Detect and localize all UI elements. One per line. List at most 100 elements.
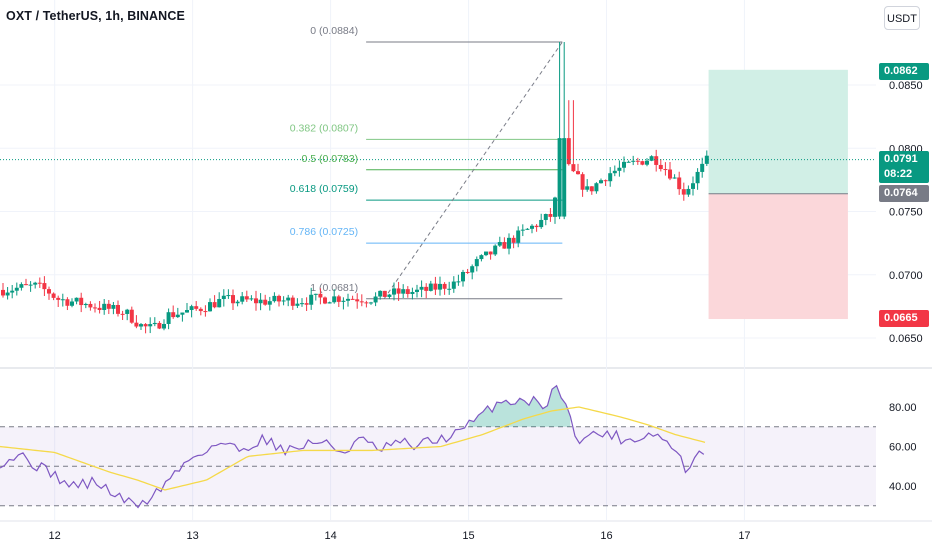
- candle-body: [401, 289, 406, 294]
- candle-body: [553, 197, 557, 217]
- candle-body: [543, 214, 548, 220]
- candle-body: [217, 299, 222, 308]
- candle-body: [37, 282, 42, 284]
- candle-body: [231, 295, 235, 304]
- candle-body: [691, 183, 695, 189]
- candle-body: [56, 297, 61, 300]
- candle-body: [249, 298, 254, 300]
- candle-body: [129, 309, 134, 323]
- candle-body: [686, 188, 691, 195]
- candle-body: [203, 311, 208, 313]
- candle-body: [79, 297, 84, 306]
- candle-body: [166, 312, 171, 324]
- currency-button[interactable]: USDT: [884, 6, 920, 30]
- candle-body: [212, 302, 217, 308]
- candle-body: [332, 296, 337, 303]
- candle-body: [428, 283, 433, 291]
- candle-body: [392, 288, 396, 295]
- time-axis-tick: 13: [187, 530, 199, 542]
- candle-body: [83, 303, 88, 306]
- price-axis-tick: 0.0850: [889, 80, 923, 92]
- candle-body: [433, 283, 438, 290]
- candle-body: [520, 229, 525, 231]
- candle-body: [277, 295, 281, 302]
- price-axis-tick: 0.0700: [889, 270, 923, 282]
- candle-body: [612, 170, 617, 174]
- candle-body: [65, 299, 70, 306]
- candle-body: [323, 297, 327, 304]
- candle-body: [336, 296, 341, 302]
- candle-body: [226, 295, 231, 297]
- stop-price-badge: 0.0665: [879, 310, 929, 327]
- target-zone[interactable]: [708, 69, 848, 194]
- candle-body: [373, 296, 378, 303]
- candle-body: [97, 307, 102, 311]
- candle-body: [557, 138, 562, 217]
- time-axis[interactable]: 12 13 14 15 16 17: [0, 520, 932, 542]
- long-position-tool[interactable]: [708, 69, 848, 320]
- candle-body: [88, 303, 93, 308]
- candle-body: [102, 303, 107, 311]
- candle-body: [139, 324, 143, 327]
- candle-body: [286, 297, 291, 301]
- candle-body: [143, 324, 148, 327]
- candle-body: [1, 289, 5, 296]
- candle-body: [295, 303, 300, 306]
- candle-body: [51, 293, 56, 298]
- target-price-badge: 0.0862: [879, 63, 929, 80]
- candle-body: [300, 303, 304, 305]
- symbol-title[interactable]: OXT / TetherUS, 1h, BINANCE: [6, 9, 185, 23]
- candle-body: [424, 286, 429, 291]
- rsi-ma-line: [0, 406, 706, 491]
- candle-body: [382, 290, 387, 297]
- candle-body: [194, 306, 199, 309]
- candle-body: [566, 138, 571, 165]
- candle-body: [47, 289, 51, 294]
- rsi-axis-tick: 60.00: [889, 442, 917, 454]
- candle-body: [42, 283, 47, 290]
- fib-retracement-tool[interactable]: 0 (0.0884) 0.382 (0.0807) 0.5 (0.0783) 0.61…: [290, 25, 563, 300]
- candle-body: [415, 289, 419, 292]
- candle-body: [663, 169, 668, 171]
- candle-body: [369, 302, 373, 304]
- candle-body: [93, 307, 97, 309]
- candle-body: [346, 298, 350, 301]
- price-axis[interactable]: 0.08500.08000.07500.07000.065080.0060.00…: [889, 80, 923, 493]
- candle-body: [396, 288, 401, 294]
- bar-countdown: 08:22: [884, 168, 913, 180]
- candle-body: [208, 302, 212, 312]
- candle-body: [152, 322, 157, 325]
- stop-zone[interactable]: [708, 193, 848, 320]
- candle-body: [120, 313, 125, 315]
- candle-body: [580, 174, 585, 190]
- candle-body: [631, 160, 636, 162]
- candle-body: [148, 324, 153, 327]
- fib-level-label: 0.5 (0.0783): [301, 153, 358, 165]
- rsi-axis-tick: 40.00: [889, 481, 917, 493]
- candle-body: [617, 167, 622, 171]
- candle-body: [74, 297, 79, 302]
- fib-trend-line: [383, 41, 563, 300]
- candle-body: [470, 266, 475, 273]
- candle-body: [185, 310, 189, 313]
- candle-body: [571, 164, 576, 172]
- fib-level-label: 0 (0.0884): [310, 25, 358, 37]
- candle-body: [438, 283, 442, 290]
- candle-body: [451, 281, 456, 289]
- entry-price-badge: 0.0764: [879, 185, 929, 202]
- candle-body: [10, 290, 15, 293]
- candle-body: [290, 297, 295, 306]
- candle-body: [465, 271, 470, 273]
- rsi-line: [0, 384, 705, 509]
- candle-body: [134, 322, 139, 327]
- candle-body: [681, 189, 686, 195]
- fib-level-label: 0.382 (0.0807): [290, 122, 358, 134]
- time-axis-tick: 15: [462, 530, 474, 542]
- candle-body: [125, 309, 130, 314]
- time-axis-tick: 12: [49, 530, 61, 542]
- rsi-axis-tick: 80.00: [889, 402, 917, 414]
- last-price-value: 0.0791: [884, 153, 918, 165]
- candle-body: [654, 156, 659, 165]
- candle-body: [677, 177, 682, 190]
